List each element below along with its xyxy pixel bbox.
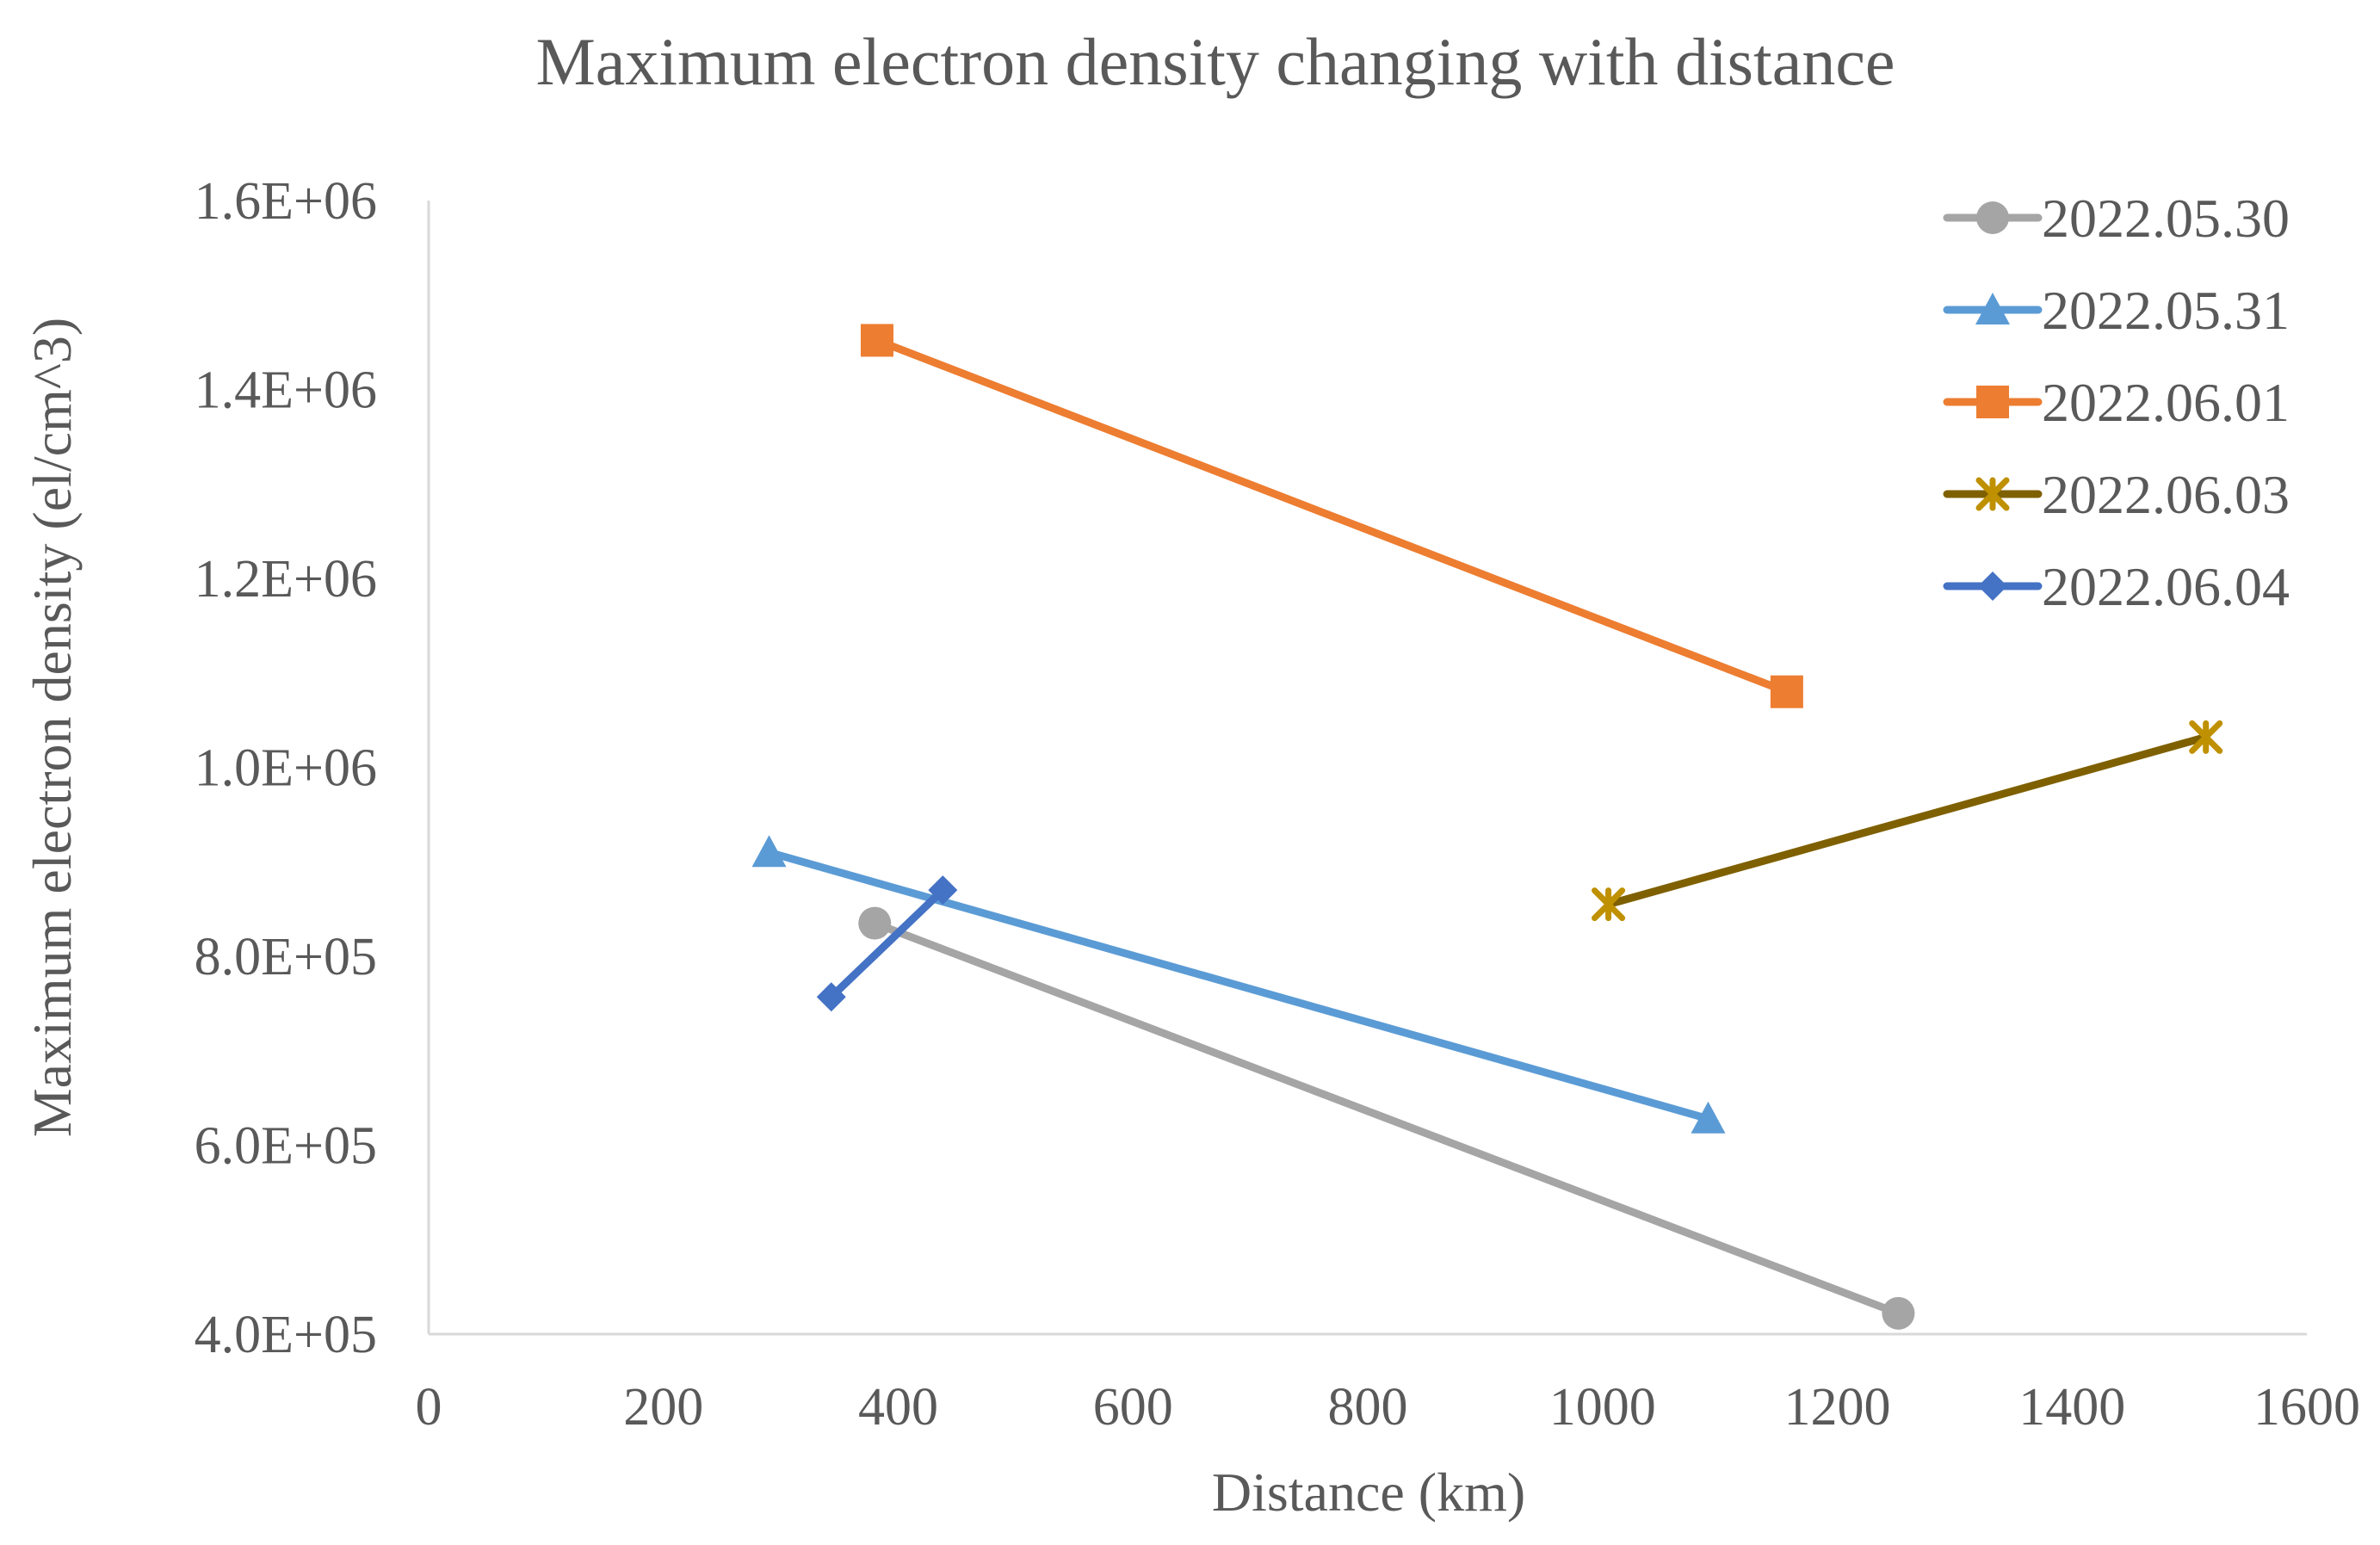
series-2022.06.01 xyxy=(860,324,1803,708)
series-2022.05.31 xyxy=(751,835,1726,1134)
x-tick-label: 0 xyxy=(416,1378,442,1437)
legend-item: 2022.06.04 xyxy=(1943,556,2290,617)
legend-marker xyxy=(1975,293,2010,324)
y-axis-label-group: Maximum electron density (el/cm^3) xyxy=(22,318,83,1137)
data-point xyxy=(2189,720,2223,754)
y-tick-label: 1.2E+06 xyxy=(195,550,377,609)
series-line xyxy=(870,919,1902,1318)
x-tick-label: 400 xyxy=(858,1378,938,1437)
y-tick-label: 1.6E+06 xyxy=(195,172,377,231)
y-tick-label: 1.4E+06 xyxy=(195,362,377,420)
legend-item: 2022.05.30 xyxy=(1943,188,2290,249)
series-line xyxy=(827,886,947,1001)
data-point xyxy=(1691,1101,1726,1134)
legend-item: 2022.06.03 xyxy=(1943,464,2290,525)
legend-item: 2022.05.31 xyxy=(1943,280,2290,341)
data-point xyxy=(1770,675,1803,708)
legend-item: 2022.06.01 xyxy=(1943,372,2290,433)
legend-label: 2022.05.31 xyxy=(2042,280,2290,341)
legend-label: 2022.06.03 xyxy=(2042,464,2290,525)
legend-marker xyxy=(1976,201,2009,234)
legend-marker xyxy=(1978,572,2007,601)
x-tick-label: 1000 xyxy=(1549,1378,1656,1437)
x-tick-label: 200 xyxy=(623,1378,703,1437)
x-tick-label: 1600 xyxy=(2253,1378,2360,1437)
series-line xyxy=(764,848,1712,1123)
legend-marker xyxy=(1976,386,2009,418)
series-2022.05.30 xyxy=(858,906,1915,1330)
series-2022.06.03 xyxy=(1592,720,2223,922)
legend-label: 2022.05.30 xyxy=(2042,188,2290,249)
legend: 2022.05.30 2022.05.31 2022.06.01 2022.06.03… xyxy=(1943,188,2290,617)
x-tick-group: 0 200 400 600 800 1000 1200 1400 1600 xyxy=(416,1378,2361,1437)
x-tick-label: 800 xyxy=(1328,1378,1408,1437)
y-axis-label: Maximum electron density (el/cm^3) xyxy=(22,318,83,1137)
data-point xyxy=(1882,1296,1915,1330)
legend-marker xyxy=(1975,477,2010,511)
chart-title: Maximum electron density changing with d… xyxy=(535,24,1895,99)
y-tick-group: 4.0E+05 6.0E+05 8.0E+05 1.0E+06 1.2E+06 1.4E+… xyxy=(195,172,377,1364)
data-point xyxy=(751,835,787,868)
y-tick-label: 8.0E+05 xyxy=(195,928,377,986)
series-line xyxy=(873,336,1791,696)
x-tick-label: 1400 xyxy=(2018,1378,2125,1437)
y-tick-label: 1.0E+06 xyxy=(195,739,377,798)
x-tick-label: 600 xyxy=(1093,1378,1173,1437)
x-tick-label: 1200 xyxy=(1784,1378,1891,1437)
series-line xyxy=(1604,732,2210,909)
series-layer xyxy=(751,324,2223,1330)
data-point xyxy=(1592,887,1626,922)
series-2022.06.04 xyxy=(816,875,958,1012)
legend-label: 2022.06.04 xyxy=(2042,556,2290,617)
data-point xyxy=(860,324,893,357)
x-axis-label: Distance (km) xyxy=(1212,1462,1525,1523)
y-tick-label: 6.0E+05 xyxy=(195,1117,377,1176)
data-point xyxy=(858,906,892,940)
legend-label: 2022.06.01 xyxy=(2042,372,2290,433)
data-point xyxy=(816,982,846,1012)
y-tick-label: 4.0E+05 xyxy=(195,1306,377,1364)
data-point xyxy=(928,875,958,905)
